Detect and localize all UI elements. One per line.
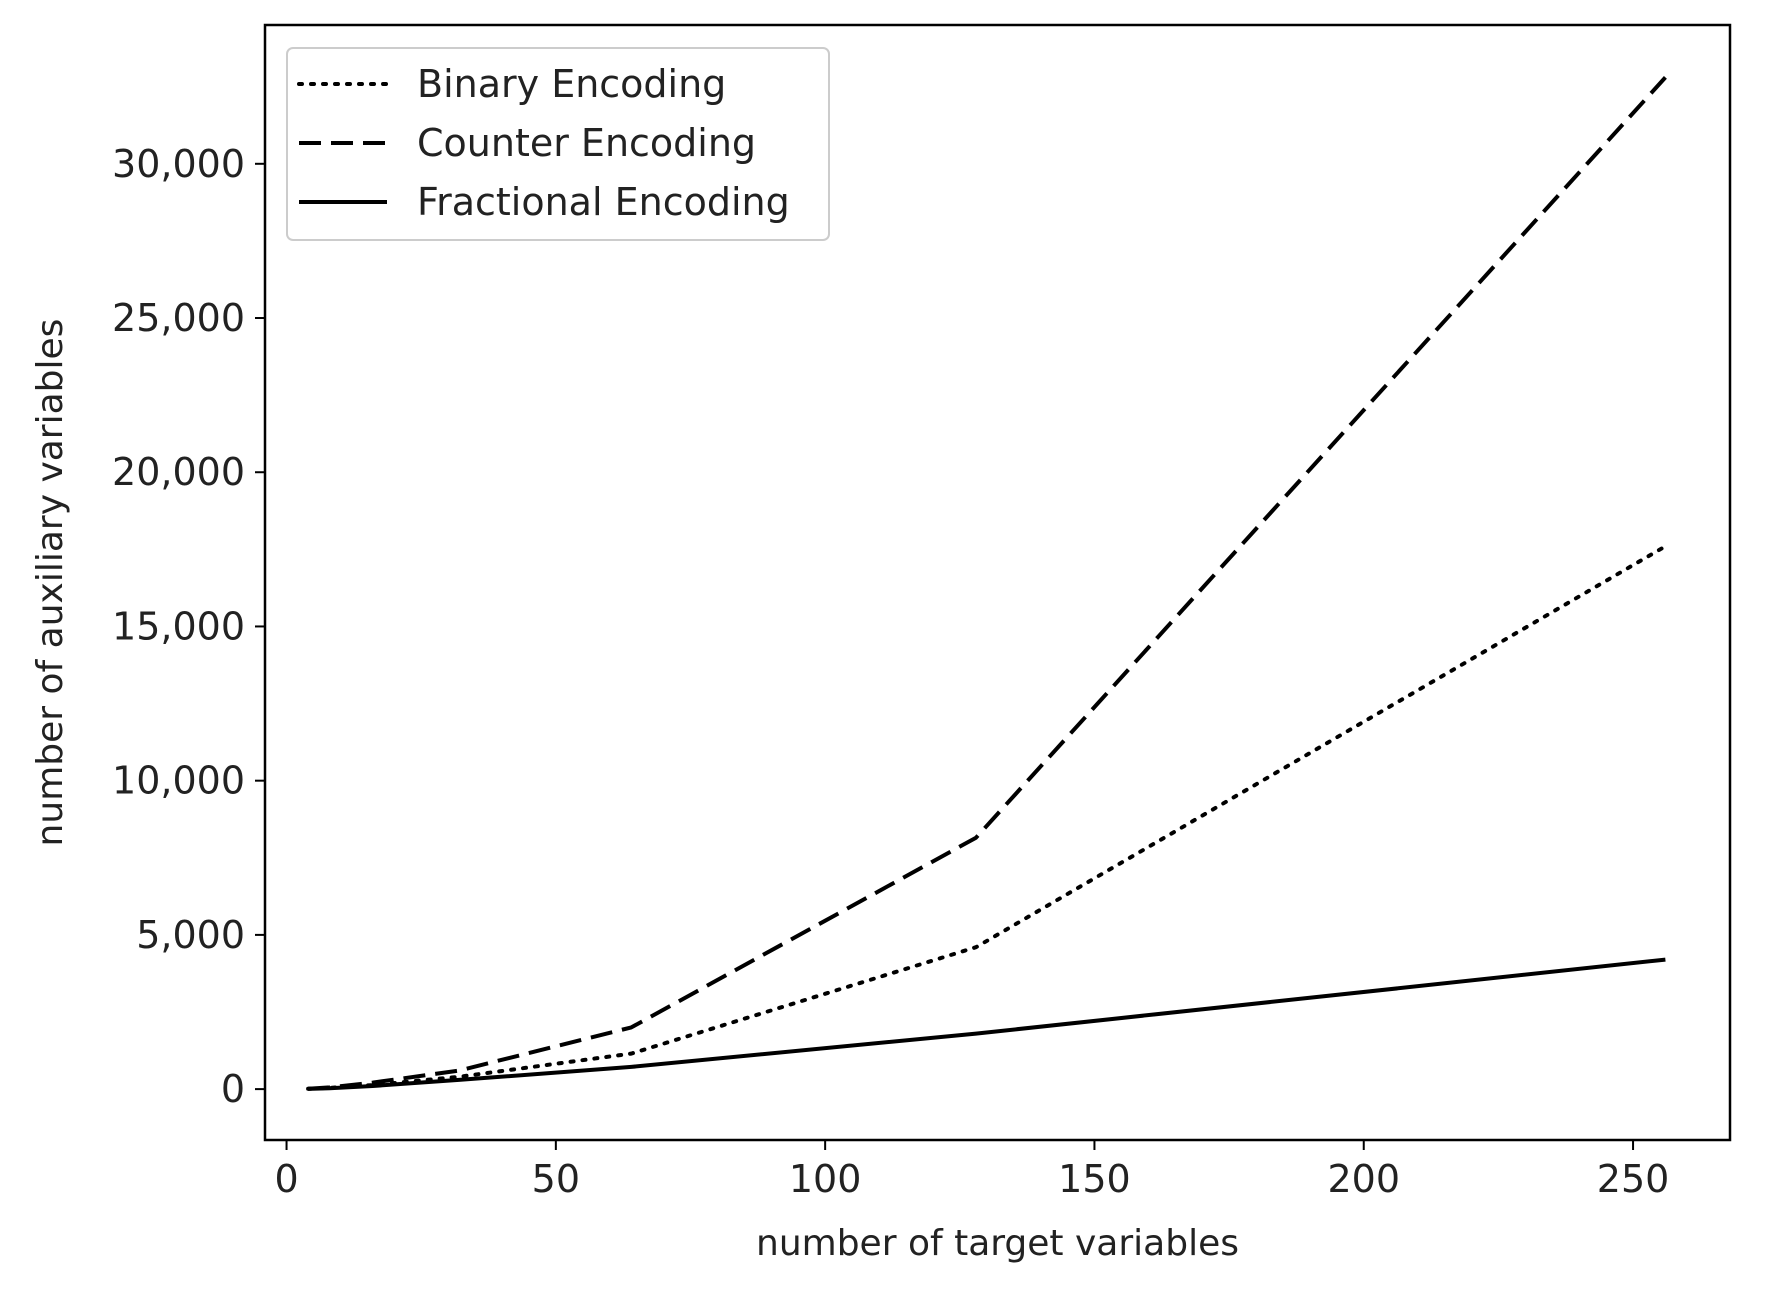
y-tick-label: 25,000 xyxy=(112,296,245,340)
series-layer xyxy=(306,76,1668,1091)
y-axis: 0 5,000 10,000 15,000 20,000 25,000 30,000 xyxy=(112,142,265,1111)
x-tick-label: 250 xyxy=(1597,1157,1670,1201)
x-tick-label: 100 xyxy=(789,1157,862,1201)
x-axis-title: number of target variables xyxy=(756,1223,1239,1264)
y-tick-label: 15,000 xyxy=(112,604,245,648)
legend-label-counter-encoding: Counter Encoding xyxy=(417,121,756,165)
legend-box xyxy=(286,47,830,241)
y-tick-label: 20,000 xyxy=(112,450,245,494)
x-tick-label: 0 xyxy=(274,1157,298,1201)
x-tick-label: 200 xyxy=(1327,1157,1400,1201)
legend: Binary Encoding Counter Encoding Fractiona… xyxy=(286,47,830,241)
x-tick-label: 150 xyxy=(1058,1157,1131,1201)
y-axis-title: number of auxiliary variables xyxy=(30,319,71,847)
y-tick-label: 5,000 xyxy=(136,913,245,957)
series-line-fractional-encoding xyxy=(308,957,1666,1091)
y-tick-label: 0 xyxy=(221,1067,245,1111)
x-tick-label: 50 xyxy=(532,1157,580,1201)
x-axis: 0 50 100 150 200 250 xyxy=(274,1140,1669,1201)
legend-label-fractional-encoding: Fractional Encoding xyxy=(417,180,790,224)
series-line-binary-encoding xyxy=(306,544,1668,1091)
y-tick-label: 10,000 xyxy=(112,759,245,803)
legend-label-binary-encoding: Binary Encoding xyxy=(417,62,726,106)
y-tick-label: 30,000 xyxy=(112,142,245,186)
